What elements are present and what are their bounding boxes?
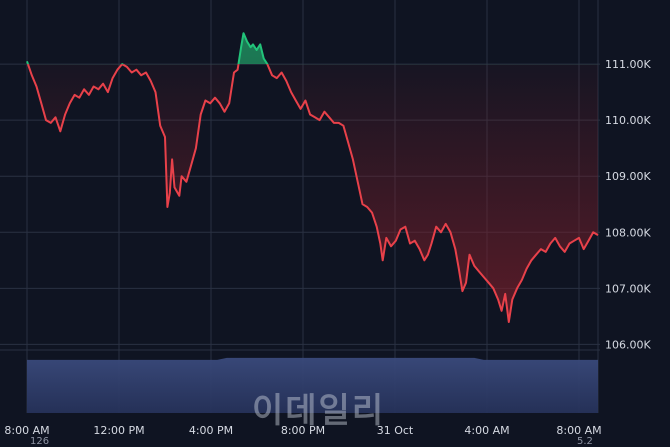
- x-tick-label: 12:00 PM: [93, 424, 144, 437]
- footer-right-label: 5.2: [577, 436, 593, 447]
- x-tick-label: 8:00 PM: [281, 424, 325, 437]
- line-below-baseline: [26, 64, 599, 323]
- volume-area: [27, 357, 598, 413]
- x-axis-ticks: 8:00 AM 12:00 PM 4:00 PM 8:00 PM 31 Oct 4:00 …: [4, 424, 601, 437]
- watermark-logo: 이데일리: [252, 391, 386, 431]
- y-tick-label: 111.00K: [605, 58, 651, 71]
- area-below-baseline: [27, 64, 598, 322]
- y-tick-label: 108.00K: [605, 226, 651, 239]
- x-tick-label: 4:00 PM: [189, 424, 233, 437]
- y-axis-ticks: 111.00K 110.00K 109.00K 108.00K 107.00K 106.0…: [605, 58, 651, 351]
- y-tick-label: 107.00K: [605, 282, 651, 295]
- x-tick-label: 8:00 AM: [556, 424, 601, 437]
- y-tick-label: 106.00K: [605, 338, 651, 351]
- volume-fill: [27, 357, 598, 413]
- footer-left-label: 126: [30, 436, 50, 447]
- x-tick-label: 31 Oct: [377, 424, 414, 437]
- x-tick-label: 4:00 AM: [464, 424, 509, 437]
- y-tick-label: 110.00K: [605, 114, 651, 127]
- y-tick-label: 109.00K: [605, 170, 651, 183]
- x-tick-label: 8:00 AM: [4, 424, 49, 437]
- price-line: [26, 32, 599, 323]
